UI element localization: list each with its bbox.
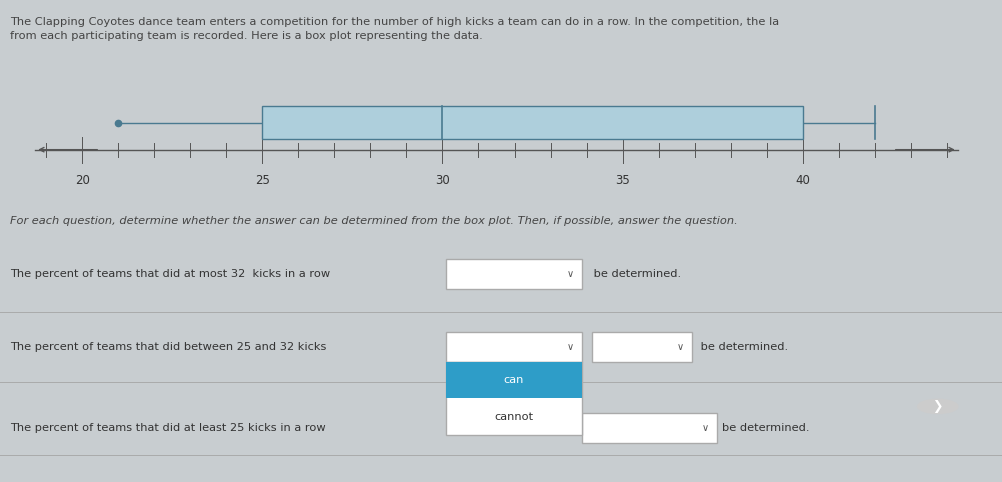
Text: ∨: ∨ xyxy=(676,342,683,352)
Text: be determined.: be determined. xyxy=(696,342,788,352)
Text: can: can xyxy=(503,375,524,385)
FancyBboxPatch shape xyxy=(446,259,581,289)
FancyBboxPatch shape xyxy=(581,413,716,443)
Text: The percent of teams that did at least 25 kicks in a row: The percent of teams that did at least 2… xyxy=(10,423,326,433)
Text: 25: 25 xyxy=(255,174,270,187)
Text: cannot: cannot xyxy=(494,412,533,422)
Text: ∨: ∨ xyxy=(566,342,573,352)
FancyBboxPatch shape xyxy=(591,332,691,362)
Text: For each question, determine whether the answer can be determined from the box p: For each question, determine whether the… xyxy=(10,216,737,226)
Bar xyxy=(446,362,581,398)
Text: ❯: ❯ xyxy=(932,400,942,413)
Text: from each participating team is recorded. Here is a box plot representing the da: from each participating team is recorded… xyxy=(10,31,482,41)
Text: The percent of teams that did between 25 and 32 kicks: The percent of teams that did between 25… xyxy=(10,342,326,352)
Text: The percent of teams that did at most 32  kicks in a row: The percent of teams that did at most 32… xyxy=(10,269,330,279)
Text: The Clapping Coyotes dance team enters a competition for the number of high kick: The Clapping Coyotes dance team enters a… xyxy=(10,17,779,27)
Text: 35: 35 xyxy=(614,174,629,187)
Ellipse shape xyxy=(916,399,958,414)
Text: 20: 20 xyxy=(74,174,89,187)
Text: be determined.: be determined. xyxy=(589,269,680,279)
Text: be determined.: be determined. xyxy=(721,423,809,433)
Text: ∨: ∨ xyxy=(566,269,573,279)
Bar xyxy=(446,362,581,435)
Text: 30: 30 xyxy=(435,174,449,187)
Text: 40: 40 xyxy=(795,174,810,187)
Bar xyxy=(262,107,802,139)
FancyBboxPatch shape xyxy=(446,332,581,362)
Text: ∨: ∨ xyxy=(701,423,708,433)
